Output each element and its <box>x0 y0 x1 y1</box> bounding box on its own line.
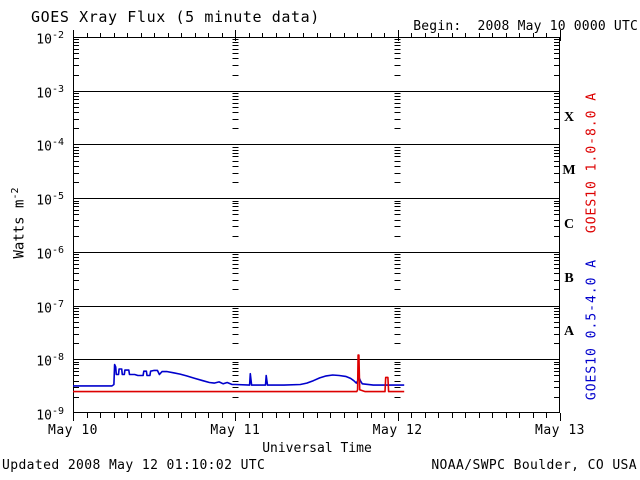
y-tick-label: 10-2 <box>36 30 64 48</box>
series-goes10-1-0-8-0-a <box>73 354 405 393</box>
begin-time-label: Begin: 2008 May 10 0000 UTC <box>413 19 638 34</box>
y-tick-label: 10-8 <box>36 352 64 370</box>
y-tick-label: 10-3 <box>36 83 64 102</box>
y-tick-label: 10-4 <box>36 137 64 155</box>
x-tick-label: May 12 <box>372 423 423 438</box>
chart-title: GOES Xray Flux (5 minute data) <box>31 8 320 26</box>
source-attribution: NOAA/SWPC Boulder, CO USA <box>431 458 637 473</box>
flare-class-b: B <box>564 270 574 286</box>
plot-frame <box>73 37 560 413</box>
legend-goes10-long-channel: GOES10 1.0-8.0 A <box>584 91 600 234</box>
updated-timestamp: Updated 2008 May 12 01:10:02 UTC <box>2 458 266 473</box>
legend-goes10-short-channel: GOES10 0.5-4.0 A <box>584 258 600 401</box>
y-tick-label: 10-7 <box>36 298 64 316</box>
x-tick-label: May 13 <box>535 423 585 438</box>
x-axis-title: Universal Time <box>262 441 372 456</box>
x-tick-label: May 10 <box>48 423 98 438</box>
flare-class-m: M <box>562 163 576 179</box>
y-tick-label: 10-5 <box>36 191 64 209</box>
y-axis-title: Watts m-2 <box>10 158 28 288</box>
flare-class-c: C <box>563 217 575 232</box>
flare-class-x: X <box>563 109 575 125</box>
y-tick-label: 10-6 <box>36 244 64 263</box>
series-goes10-0-5-4-0-a <box>73 363 405 387</box>
y-tick-label: 10-9 <box>36 406 64 424</box>
x-tick-label: May 11 <box>210 423 261 438</box>
flare-class-a: A <box>563 324 575 340</box>
